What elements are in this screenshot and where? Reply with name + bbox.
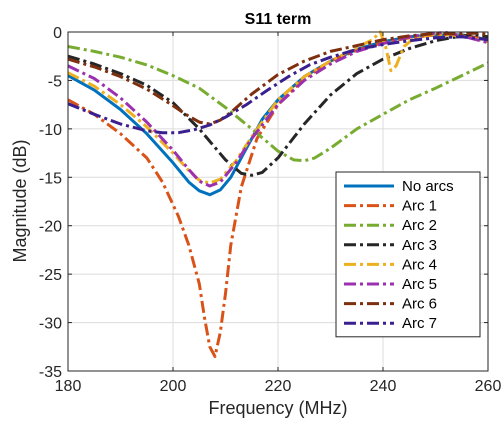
y-tick-label: -10 (39, 122, 62, 139)
series-layer (67, 30, 489, 358)
y-tick-label: -20 (39, 219, 62, 236)
x-axis-label: Frequency (MHz) (208, 398, 347, 418)
legend: No arcs Arc 1 Arc 2 Arc 3 Arc 4 Arc 5 Arc 6 Arc… (335, 171, 481, 338)
legend-label: Arc 7 (402, 315, 437, 332)
legend-label: Arc 5 (402, 276, 437, 293)
legend-label: Arc 6 (402, 296, 437, 313)
y-tick-label: -5 (48, 73, 62, 90)
y-tick-label: 0 (53, 25, 62, 42)
series-line (67, 45, 489, 163)
legend-label: Arc 4 (402, 256, 437, 273)
legend-label: Arc 2 (402, 217, 437, 234)
x-tick-label: 220 (265, 378, 292, 395)
series-line (67, 30, 489, 185)
series-line (67, 33, 489, 177)
axis-ticks: 180 200 220 240 260 0 -5 -10 -15 -20 -25 -30 -35 (39, 25, 502, 395)
y-tick-label: -35 (39, 364, 62, 381)
y-axis-label: Magnitude (dB) (10, 139, 30, 262)
x-tick-label: 260 (475, 378, 502, 395)
series-line (67, 31, 489, 126)
y-tick-label: -30 (39, 316, 62, 333)
legend-label: Arc 3 (402, 237, 437, 254)
legend-box (335, 171, 481, 338)
y-tick-label: -25 (39, 267, 62, 284)
x-tick-label: 240 (370, 378, 397, 395)
series-line (67, 35, 489, 135)
x-tick-label: 180 (55, 378, 82, 395)
legend-label: No arcs (402, 178, 454, 195)
legend-label: Arc 1 (402, 198, 437, 215)
x-tick-label: 200 (160, 378, 187, 395)
chart-title: S11 term (245, 11, 312, 28)
y-tick-label: -15 (39, 170, 62, 187)
